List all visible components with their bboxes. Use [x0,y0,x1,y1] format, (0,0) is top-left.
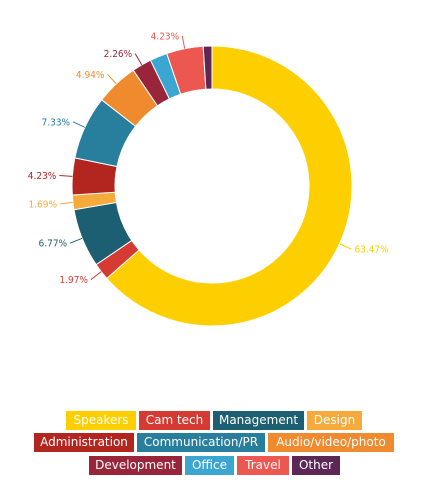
data-label-audio-video-photo: 4.94% [76,70,105,81]
data-label-design: 1.69% [28,199,57,210]
legend-item-communication-pr[interactable]: Communication/PR [137,433,265,452]
legend-item-speakers[interactable]: Speakers [66,411,136,430]
leader-line-audio-video-photo [107,73,117,85]
slice-other[interactable] [202,45,213,90]
legend-item-office[interactable]: Office [185,456,234,475]
donut-chart: 63.47% 1.97% 6.77% 1.69% 4.23% 7.33% 4.94% 2.26… [28,31,389,327]
legend-row-1: Speakers Cam tech Management Design [0,411,428,431]
legend-row-2: Administration Communication/PR Audio/vi… [0,433,428,453]
leader-line-cam-tech [90,271,102,280]
data-label-speakers: 63.47% [354,245,389,256]
legend-item-other[interactable]: Other [292,456,340,475]
data-label-administration: 4.23% [28,171,57,182]
legend-row-3: Development Office Travel Other [0,456,428,476]
legend-item-travel[interactable]: Travel [237,456,289,475]
legend-item-development[interactable]: Development [89,456,182,475]
data-label-management: 6.77% [39,239,68,250]
slice-speakers[interactable] [106,45,353,327]
leader-line-management [69,237,83,244]
leader-line-speakers [339,243,352,250]
leader-line-travel [181,35,186,49]
data-label-travel: 4.23% [151,31,180,42]
data-label-development: 2.26% [104,49,133,60]
legend-item-administration[interactable]: Administration [34,433,134,452]
leader-line-design [59,201,74,205]
legend-item-management[interactable]: Management [213,411,304,430]
legend-item-cam-tech[interactable]: Cam tech [139,411,210,430]
legend-item-audio-video-photo[interactable]: Audio/video/photo [268,433,394,452]
leader-line-communication-pr [72,121,86,128]
leader-line-development [134,53,143,66]
legend-item-design[interactable]: Design [307,411,362,430]
data-label-cam-tech: 1.97% [59,275,88,286]
data-label-communication-pr: 7.33% [42,117,71,128]
leader-line-administration [59,174,73,177]
